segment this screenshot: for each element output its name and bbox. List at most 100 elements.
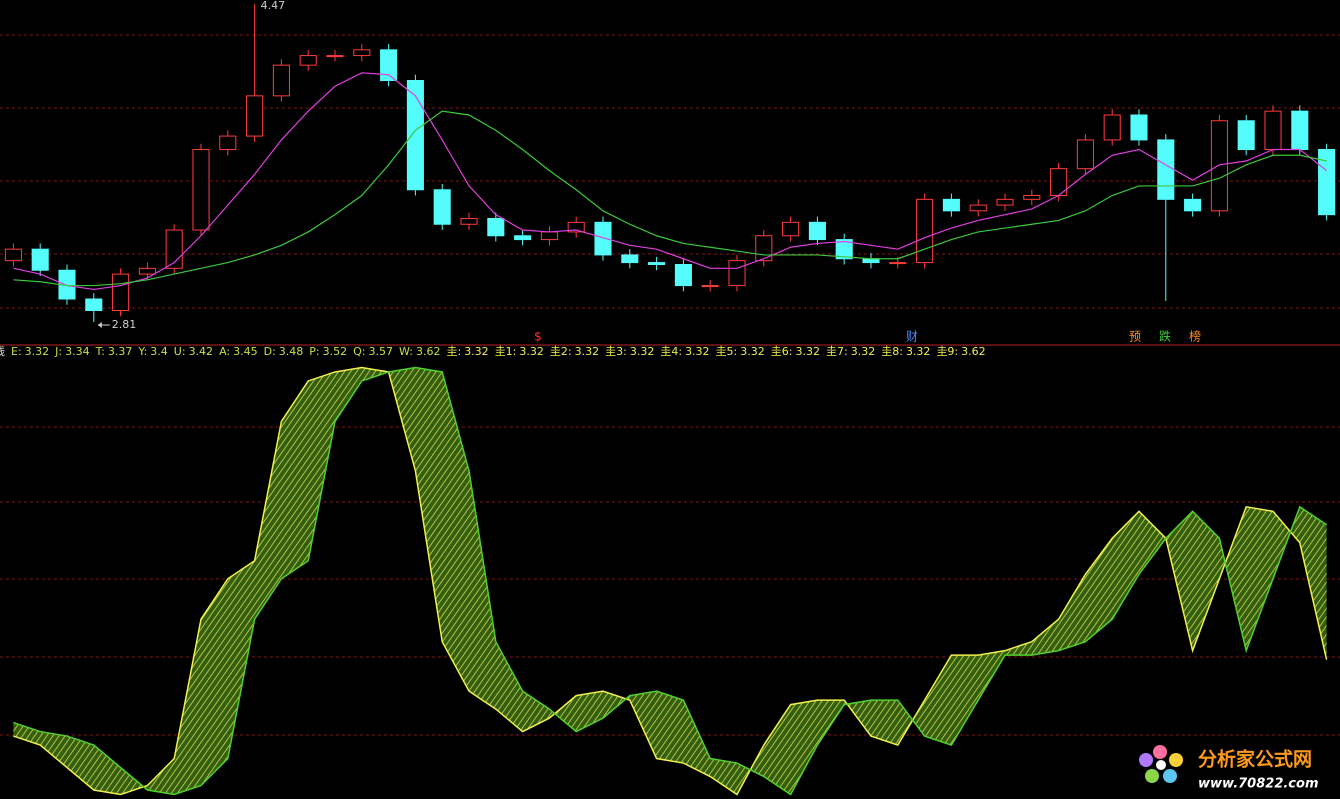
candle-body [353, 49, 371, 57]
candle-body [782, 221, 800, 237]
logo-center [1156, 760, 1166, 770]
watermark: 分析家公式网 www.70822.com [1139, 745, 1319, 792]
candle-body [85, 298, 103, 311]
readout-label: Y: [137, 345, 147, 358]
candle-body [889, 262, 907, 265]
candle-body [916, 198, 934, 264]
candle-body [701, 285, 719, 288]
candle-body [728, 260, 746, 287]
readout-label: 圭3: [605, 345, 627, 358]
readout-value: 3.52 [323, 345, 348, 358]
high-label: 4.47 [261, 0, 286, 12]
ribbon-fill [13, 367, 1327, 795]
readout-value: 3.32 [740, 345, 765, 358]
candle-body [1318, 149, 1336, 216]
readout-value: 3.37 [108, 345, 133, 358]
readout-label: P: [309, 345, 319, 358]
candle-body [487, 218, 505, 237]
readout-label: D: [264, 345, 276, 358]
candle-body [969, 204, 987, 212]
readout-label: U: [174, 345, 186, 358]
candle-body [299, 55, 317, 66]
readout-value: 3.32 [630, 345, 655, 358]
readout-label: 圭9: [936, 345, 958, 358]
candle-body [31, 248, 49, 271]
candle-body [246, 95, 264, 137]
readout-value: 3.32 [519, 345, 544, 358]
candle-body [1103, 114, 1121, 141]
readout-label: Q: [353, 345, 365, 358]
event-marker: 财 [906, 330, 918, 344]
candle-body [1076, 139, 1094, 170]
indicator-line [13, 366, 1328, 796]
readout-label: E: [11, 345, 22, 358]
moving-average [13, 72, 1327, 291]
event-marker: 跌 [1159, 329, 1171, 344]
candle-body [1210, 120, 1228, 212]
candle-body [648, 262, 666, 266]
readout-value: 3.32 [25, 345, 50, 358]
readout-value: 3.45 [233, 345, 258, 358]
readout-label: 圭4: [660, 345, 682, 358]
logo-petal [1145, 769, 1159, 783]
indicator-line [13, 366, 1328, 796]
candle-body [1237, 120, 1255, 150]
candle-body [594, 221, 612, 256]
candle-body [1291, 110, 1309, 150]
candle-body [112, 273, 130, 312]
candle-body [219, 135, 237, 150]
readout-value: 3.57 [369, 345, 394, 358]
candle-body [621, 254, 639, 264]
readout-value: 3.32 [796, 345, 821, 358]
readout-label: J: [54, 345, 62, 358]
readout-value: 3.48 [279, 345, 304, 358]
candle-body [1130, 114, 1148, 141]
watermark-title: 分析家公式网 [1198, 748, 1312, 771]
readout-value: 3.4 [150, 345, 168, 358]
candle-body [808, 221, 826, 241]
readout-value: 3.32 [685, 345, 710, 358]
candle-body [460, 218, 478, 225]
ribbon [13, 366, 1328, 796]
logo-petal [1153, 745, 1167, 759]
candle-body [1264, 110, 1282, 150]
readout-value: 3.62 [416, 345, 441, 358]
candle-body [1157, 139, 1175, 200]
candle-body [1184, 198, 1202, 212]
readout-value: 3.32 [851, 345, 876, 358]
candle-body [567, 221, 585, 233]
candle-body [4, 248, 22, 262]
readout-label: 圭: [446, 345, 461, 358]
candle-body [996, 198, 1014, 206]
low-label: 2.81 [112, 318, 137, 331]
readout-value: 3.34 [65, 345, 90, 358]
readout-label: 圭6: [771, 345, 793, 358]
candle-body [380, 49, 398, 81]
readout-label: 圭7: [826, 345, 848, 358]
candle-body [514, 235, 532, 241]
low-arrow-head [97, 322, 102, 328]
logo-petal [1163, 769, 1177, 783]
candle-body [326, 55, 344, 58]
readout-value: 3.62 [961, 345, 986, 358]
candle-body [433, 189, 451, 225]
readout-value: 3.42 [189, 345, 214, 358]
readout-label: 圭5: [716, 345, 738, 358]
moving-average [13, 110, 1327, 287]
indicator-name: 线 [0, 344, 5, 358]
candle-body [674, 264, 692, 287]
readout-label: T: [95, 345, 105, 358]
candle-body [406, 80, 424, 191]
candle-body [835, 239, 853, 260]
event-marker: 榜 [1189, 329, 1201, 344]
readout-label: 圭1: [495, 345, 517, 358]
candle-body [1023, 195, 1041, 200]
readout-label: 圭8: [881, 345, 903, 358]
readout-value: 3.32 [906, 345, 931, 358]
candle-body [138, 267, 156, 275]
candle-body [272, 64, 290, 97]
candle-body [192, 149, 210, 231]
readout-label: A: [219, 345, 230, 358]
event-marker: 预 [1129, 330, 1141, 344]
